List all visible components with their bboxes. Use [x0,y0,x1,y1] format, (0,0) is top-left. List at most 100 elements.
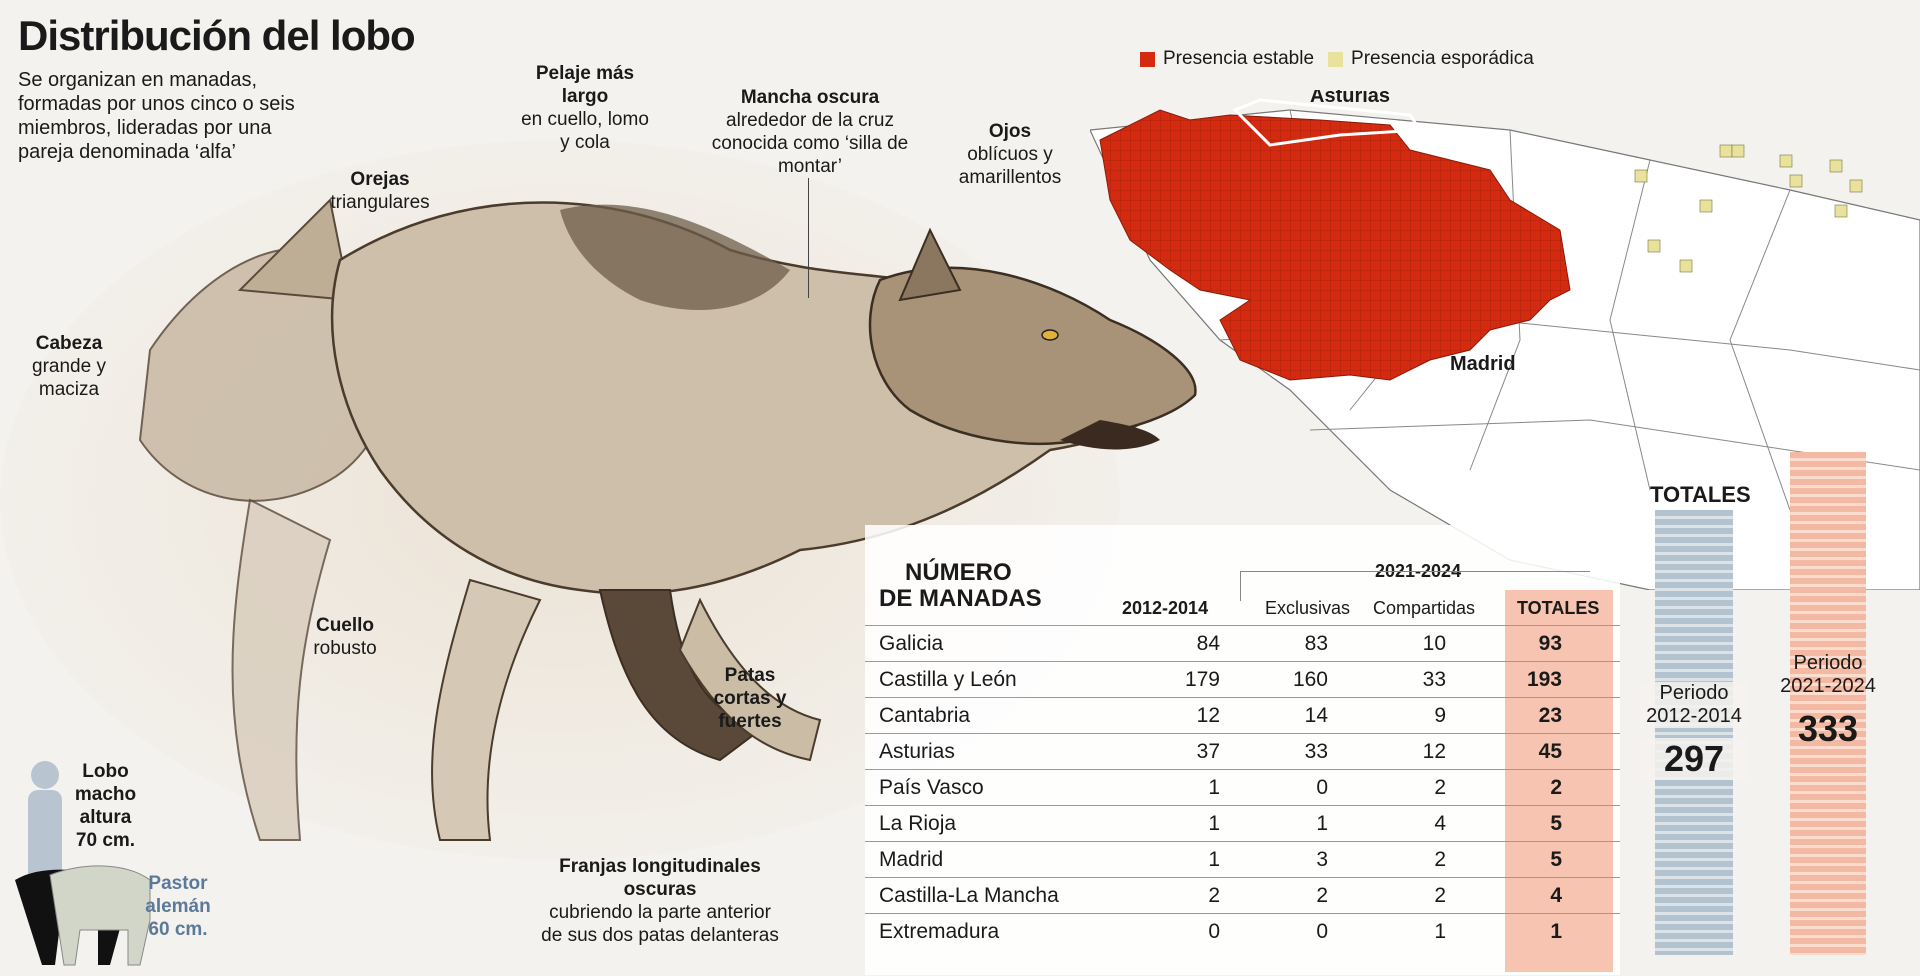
row-total: 1 [1550,920,1562,943]
row-region: País Vasco [879,776,984,799]
legend-swatch-sporadic [1328,51,1344,67]
row-exclusivas: 3 [1316,848,1328,871]
col-header-2012-2014: 2012-2014 [1122,598,1209,618]
row-total: 193 [1526,668,1562,691]
total-bar-2012-2014 [1655,510,1733,955]
row-compartidas: 33 [1422,668,1446,691]
map-label-asturias: Asturias [1310,90,1390,107]
annotation-cuello-text: robusto [313,638,377,659]
distribution-map: Asturias Madrid [1090,90,1920,590]
row-compartidas: 12 [1422,740,1446,763]
annotation-cuello-title: Cuello [315,615,375,636]
annotation-pelaje-text: en cuello, lomo y cola [521,109,649,153]
row-total: 23 [1538,704,1562,727]
wolf-illustration [0,140,1197,966]
row-total: 2 [1550,776,1562,799]
annotation-franjas-text: cubriendo la parte anterior de sus dos p… [541,902,779,946]
annotation-franjas: Franjas longitudinales oscuras cubriendo… [540,855,780,947]
row-exclusivas: 33 [1304,740,1328,763]
row-region: Galicia [879,632,944,655]
table-row: Castilla y León 179 160 33 193 [865,661,1620,698]
row-region: La Rioja [879,812,957,835]
table-heading-line1: NÚMERO [905,559,1012,586]
manadas-table: NÚMERO DE MANADAS 2021-2024 2012-2014 Ex… [865,525,1620,975]
annotation-orejas: Orejas triangulares [310,168,450,214]
row-exclusivas: 160 [1292,668,1328,691]
total-value-2021-2024: 333 [1797,708,1859,749]
annotation-patas-title: Patas cortas y fuertes [713,665,787,732]
row-2012: 84 [1196,632,1220,655]
annotation-mancha-title: Mancha oscura [740,87,880,108]
row-2012: 1 [1208,776,1220,799]
table-row: Extremadura 0 0 1 1 [865,913,1620,950]
row-region: Castilla-La Mancha [879,884,1059,907]
annotation-ojos-title: Ojos [988,121,1032,142]
total-value-2012-2014: 297 [1640,738,1748,780]
row-total: 4 [1550,884,1562,907]
annotation-ojos-text: oblícuos y amarillentos [958,144,1062,188]
row-compartidas: 9 [1434,704,1446,727]
row-exclusivas: 14 [1304,704,1328,727]
row-exclusivas: 0 [1316,776,1328,799]
annotation-cabeza-title: Cabeza [35,333,103,354]
row-region: Cantabria [879,704,971,727]
row-compartidas: 2 [1434,776,1446,799]
row-2012: 179 [1184,668,1220,691]
row-2012: 0 [1208,920,1220,943]
legend-label-sporadic: Presencia esporádica [1351,48,1534,69]
row-compartidas: 4 [1434,812,1446,835]
row-region: Asturias [879,740,955,763]
row-exclusivas: 2 [1316,884,1328,907]
row-exclusivas: 1 [1316,812,1328,835]
row-compartidas: 2 [1434,884,1446,907]
annotation-mancha-text: alrededor de la cruz conocida como ‘sill… [711,110,909,177]
size-comparison-silhouettes [15,761,151,966]
annotation-mancha: Mancha oscura alrededor de la cruz conoc… [700,86,920,178]
table-row: Asturias 37 33 12 45 [865,733,1620,770]
row-2012: 1 [1208,812,1220,835]
table-row: Madrid 1 3 2 5 [865,841,1620,878]
annotation-pastor-size: Pastor alemán 60 cm. [145,873,211,940]
annotation-cabeza-text: grande y maciza [32,356,106,400]
legend-swatch-stable [1140,51,1155,67]
legend-label-stable: Presencia estable [1163,48,1315,69]
annotation-leader-line [808,178,809,298]
annotation-cabeza: Cabeza grande y maciza [10,332,128,401]
row-total: 5 [1550,812,1562,835]
row-region: Castilla y León [879,668,1017,691]
table-row: País Vasco 1 0 2 2 [865,769,1620,806]
table-row: Galicia 84 83 10 93 [865,625,1620,662]
totals-column-highlight [1505,590,1613,972]
period-group-tick [1240,571,1241,601]
row-2012: 1 [1208,848,1220,871]
row-2012: 2 [1208,884,1220,907]
row-total: 45 [1538,740,1562,763]
row-compartidas: 2 [1434,848,1446,871]
row-total: 93 [1538,632,1562,655]
annotation-patas: Patas cortas y fuertes [700,664,800,733]
row-region: Extremadura [879,920,1000,943]
annotation-orejas-title: Orejas [350,169,410,190]
annotation-pelaje: Pelaje más largo en cuello, lomo y cola [520,62,650,154]
row-exclusivas: 83 [1304,632,1328,655]
table-heading-line2: DE MANADAS [879,585,1042,612]
total-label-2021-2024: Periodo 2021-2024 [1780,652,1876,697]
table-row: La Rioja 1 1 4 5 [865,805,1620,842]
annotation-ojos: Ojos oblícuos y amarillentos [935,120,1085,189]
period-group-rule [1240,571,1590,572]
subtitle: Se organizan en manadas, formadas por un… [18,69,295,163]
annotation-lobo-size: Lobo macho altura 70 cm. [74,761,137,851]
total-label-2012-2014: Periodo 2012-2014 [1640,682,1748,728]
map-legend: Presencia estable Presencia esporádica [1140,48,1534,70]
row-compartidas: 10 [1422,632,1446,655]
row-2012: 37 [1196,740,1220,763]
col-header-totales: TOTALES [1517,598,1600,618]
totals-header: TOTALES [1650,482,1751,507]
col-header-compartidas: Compartidas [1373,598,1476,618]
page-title: Distribución del lobo [18,12,416,59]
table-row: Cantabria 12 14 9 23 [865,697,1620,734]
row-compartidas: 1 [1434,920,1446,943]
annotation-orejas-text: triangulares [330,192,430,213]
annotation-cuello: Cuello robusto [290,614,400,660]
table-row: Castilla-La Mancha 2 2 2 4 [865,877,1620,914]
